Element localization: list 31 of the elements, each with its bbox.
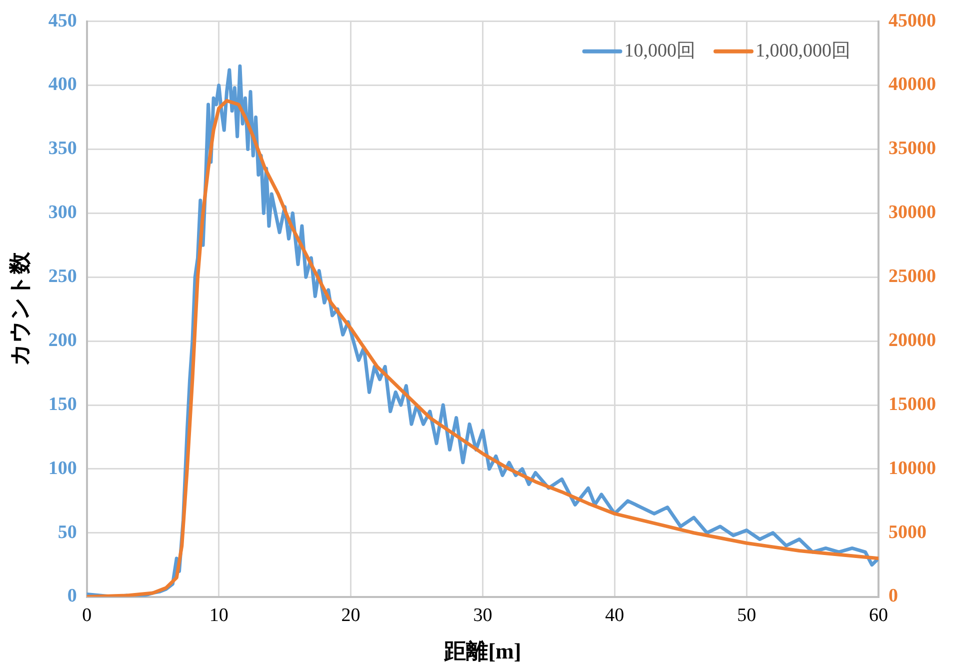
x-tick-label: 30 (473, 605, 492, 626)
y-tick-label: 200 (48, 330, 77, 351)
y-tick-label: 450 (48, 10, 77, 32)
y2-tick-label: 35000 (888, 138, 936, 160)
y-tick-label: 300 (48, 202, 77, 224)
y-tick-label: 150 (48, 394, 77, 415)
y2-tick-label: 10000 (888, 458, 936, 479)
x-tick-label: 50 (737, 605, 756, 626)
x-tick-label: 10 (209, 605, 228, 626)
x-tick-label: 20 (341, 605, 360, 626)
legend-label: 10,000回 (624, 40, 696, 62)
y2-tick-label: 15000 (888, 394, 936, 415)
y2-tick-label: 40000 (888, 74, 936, 96)
y-tick-label: 0 (67, 586, 77, 607)
x-axis-title: 距離[m] (443, 638, 522, 664)
legend-label: 1,000,000回 (756, 40, 850, 62)
y-tick-label: 50 (58, 522, 77, 543)
y2-tick-label: 45000 (888, 10, 936, 32)
y-tick-label: 250 (48, 266, 77, 288)
y2-tick-label: 20000 (888, 330, 936, 351)
x-tick-label: 40 (605, 605, 624, 626)
y-tick-label: 100 (48, 458, 77, 479)
y2-tick-label: 25000 (888, 266, 936, 288)
y2-tick-label: 5000 (888, 522, 926, 543)
x-tick-label: 0 (82, 605, 92, 626)
x-tick-label: 60 (869, 605, 888, 626)
y2-tick-label: 0 (888, 586, 898, 607)
y-axis-title: カウント数 (6, 251, 32, 366)
y-tick-label: 400 (48, 74, 77, 96)
y-tick-label: 350 (48, 138, 77, 160)
y2-tick-label: 30000 (888, 202, 936, 224)
